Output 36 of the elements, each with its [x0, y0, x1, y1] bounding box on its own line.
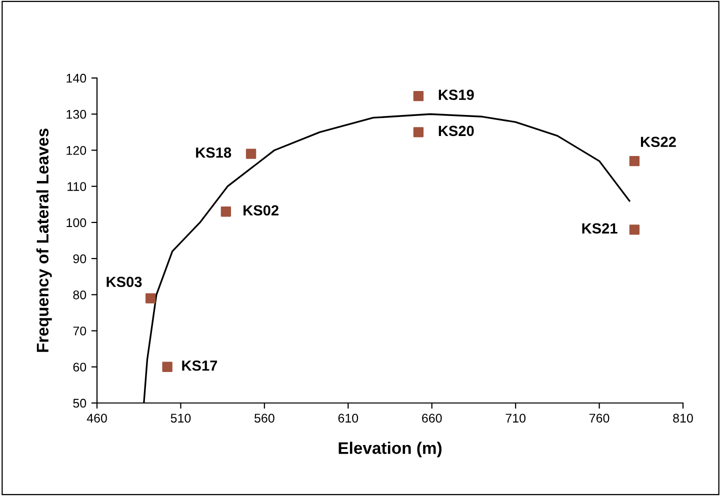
data-label: KS02 [244, 205, 278, 216]
y-tick-label: 50 [73, 398, 86, 408]
y-tick-label: 140 [66, 74, 86, 83]
data-label: KS22 [640, 136, 676, 148]
x-tick-label: 810 [673, 414, 693, 423]
x-tick-label: 560 [254, 414, 274, 423]
x-tick-label: 460 [86, 414, 107, 423]
y-tick-label: 110 [68, 182, 86, 191]
x-tick-label: 610 [338, 414, 358, 423]
point [413, 127, 424, 138]
x-axis-title: Elevation (m) [338, 442, 442, 458]
y-tick-label: 90 [73, 254, 86, 264]
data-label: KS21 [582, 223, 618, 234]
data-label: KS17 [182, 360, 218, 371]
data-label: KS20 [438, 126, 474, 136]
point [629, 224, 640, 235]
y-tick-label: 130 [66, 110, 86, 119]
point [629, 156, 640, 166]
y-tick-label: 120 [66, 146, 86, 155]
y-tick-label: 80 [73, 290, 86, 300]
x-tick-label: 760 [590, 414, 610, 423]
y-tick-label: 100 [66, 218, 86, 228]
data-label: KS19 [438, 90, 474, 100]
point [145, 293, 156, 304]
point [246, 148, 256, 159]
point [162, 362, 172, 372]
x-tick-label: 710 [506, 414, 526, 423]
x-tick-label: 510 [170, 414, 191, 423]
data-label: KS03 [106, 276, 142, 288]
point [413, 90, 424, 102]
point [220, 206, 232, 217]
x-tick-label: 660 [422, 414, 442, 423]
y-tick-label: 60 [73, 362, 86, 372]
y-tick-label: 70 [73, 326, 86, 336]
y-axis-title: Frequency of Lateral Leaves [36, 128, 52, 352]
data-label: KS18 [196, 147, 232, 158]
